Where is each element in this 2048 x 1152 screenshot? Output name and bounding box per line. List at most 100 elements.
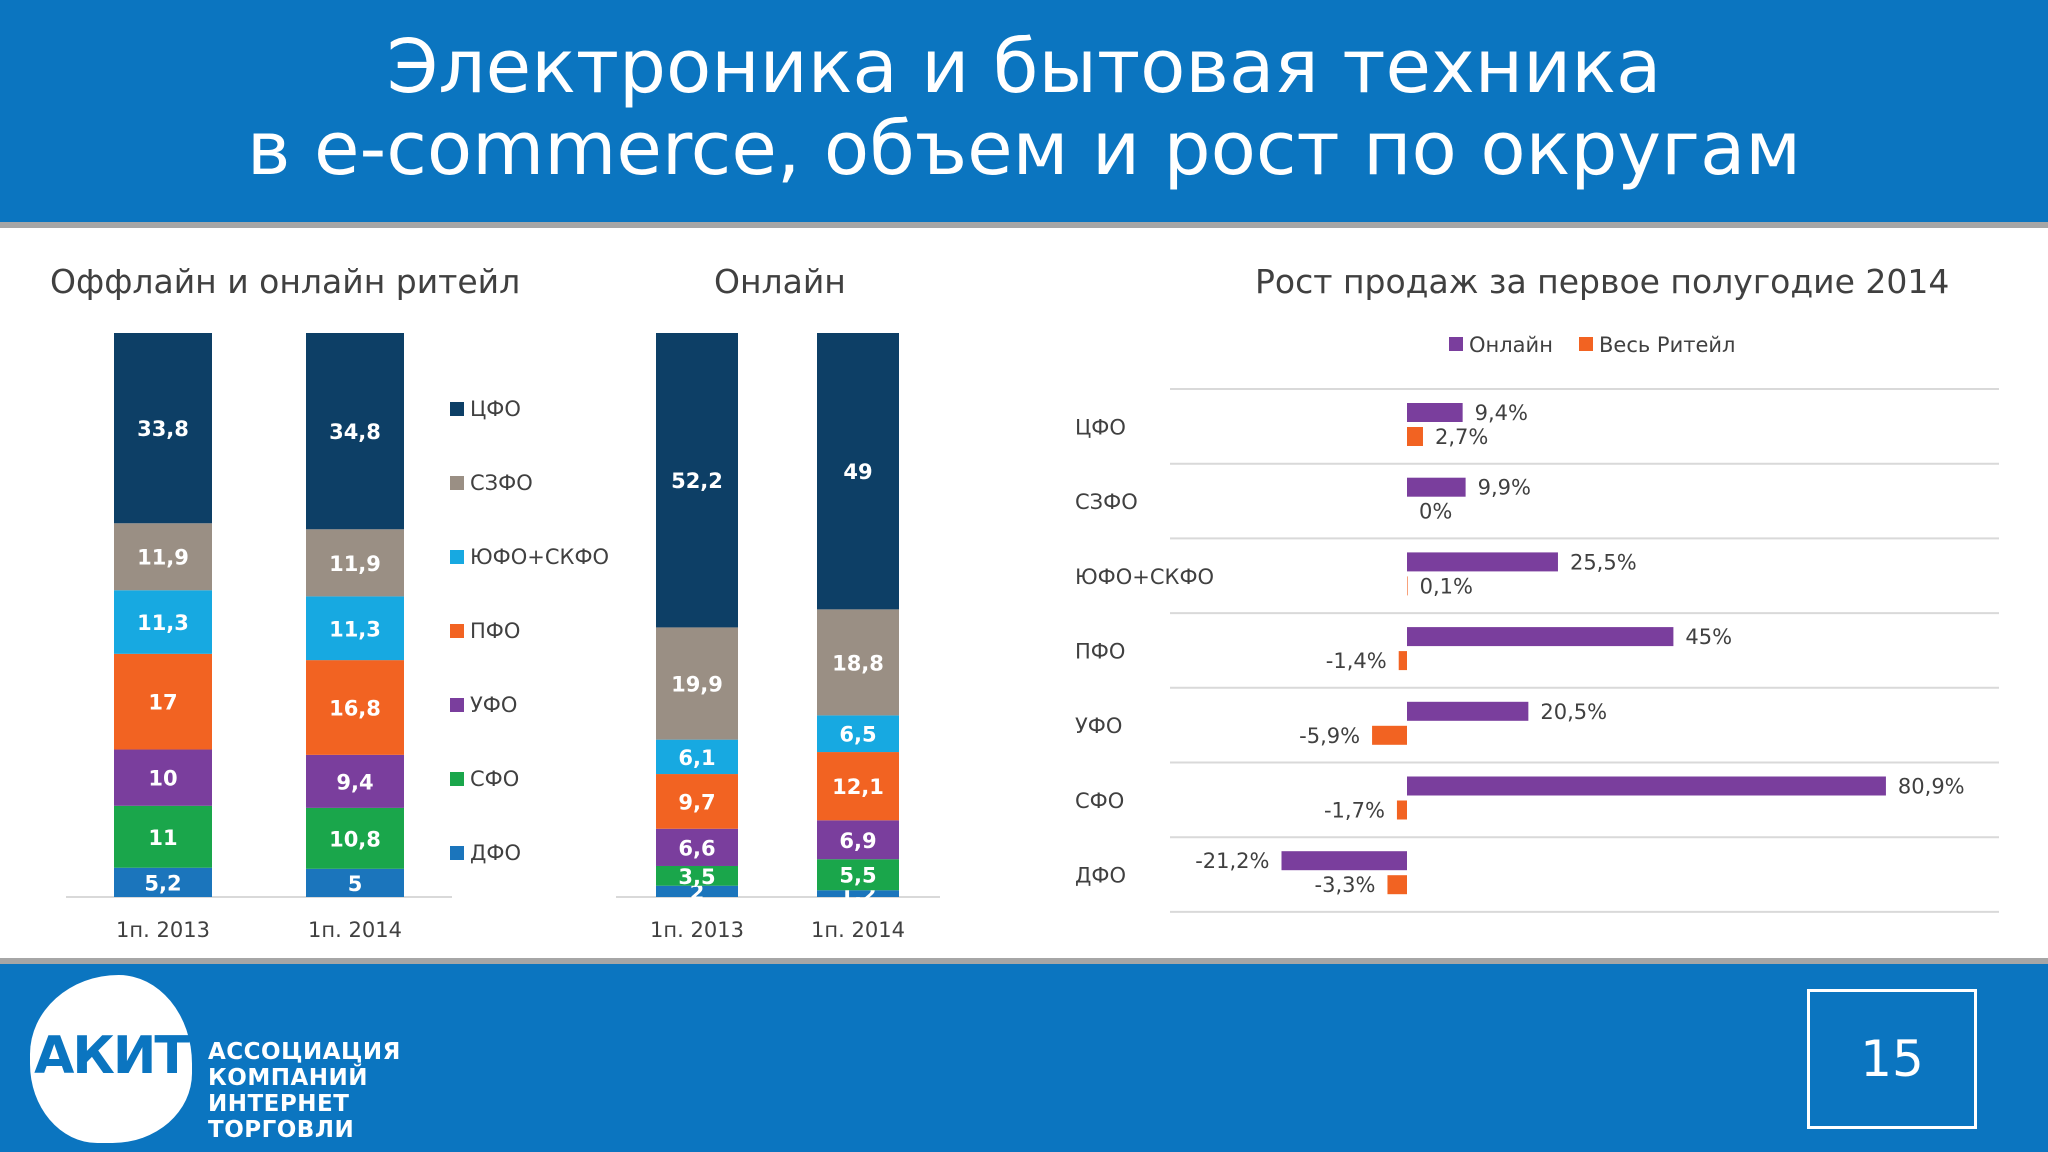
chart2-bar-дфо-1 bbox=[817, 890, 899, 897]
chart3-bar-retail-цфо bbox=[1407, 427, 1423, 446]
chart2-bar-юфо-скфо-1 bbox=[817, 715, 899, 753]
chart1-label-сзфо-0: 11,9 bbox=[137, 546, 189, 570]
chart1-bar-цфо-0 bbox=[114, 333, 212, 524]
chart2-label-юфо-скфо-0: 6,1 bbox=[678, 746, 715, 770]
chart2-label-дфо-0: 2 bbox=[690, 880, 705, 904]
chart3-category-сфо: СФО bbox=[1075, 789, 1124, 813]
legend-label-юфо-скфо: ЮФО+СКФО bbox=[470, 545, 609, 569]
chart3-label-online-сзфо: 9,9% bbox=[1478, 476, 1531, 500]
chart3-label-retail-дфо: -3,3% bbox=[1315, 873, 1376, 897]
chart3-category-юфо-скфо: ЮФО+СКФО bbox=[1075, 565, 1214, 589]
logo-line-4: ТОРГОВЛИ bbox=[208, 1117, 355, 1143]
logo-line-2: КОМПАНИЙ bbox=[208, 1065, 369, 1091]
chart1-label-пфо-0: 17 bbox=[148, 691, 177, 715]
akit-logo-mark: АКИТ bbox=[34, 1026, 190, 1086]
chart1-bar-дфо-1 bbox=[306, 868, 404, 897]
chart3-label-online-дфо: -21,2% bbox=[1195, 849, 1269, 873]
chart2-category-0: 1п. 2013 bbox=[650, 918, 744, 942]
chart1-category-0: 1п. 2013 bbox=[116, 918, 210, 942]
chart1-bar-сзфо-1 bbox=[306, 529, 404, 597]
chart1-label-сзфо-1: 11,9 bbox=[329, 552, 381, 576]
chart1-category-1: 1п. 2014 bbox=[308, 918, 402, 942]
chart2-bar-сфо-1 bbox=[817, 859, 899, 891]
chart1-label-дфо-0: 5,2 bbox=[144, 871, 181, 895]
chart3-label-retail-сфо: -1,7% bbox=[1324, 799, 1385, 823]
chart3-category-пфо: ПФО bbox=[1075, 639, 1125, 663]
chart2-label-уфо-1: 6,9 bbox=[839, 829, 876, 853]
page-number: 15 bbox=[1807, 989, 1977, 1129]
chart2-bar-дфо-0 bbox=[656, 885, 738, 897]
chart3-legend-label-online: Онлайн bbox=[1469, 333, 1553, 357]
chart3-bar-online-уфо bbox=[1407, 701, 1529, 721]
chart3-bar-online-сзфо bbox=[1407, 477, 1466, 497]
chart1-label-сфо-1: 10,8 bbox=[329, 827, 381, 851]
slide-header bbox=[0, 0, 2048, 222]
footer-divider bbox=[0, 958, 2048, 964]
chart2-label-цфо-0: 52,2 bbox=[671, 469, 723, 493]
chart1-bar-сфо-0 bbox=[114, 805, 212, 868]
chart1-label-дфо-1: 5 bbox=[348, 872, 363, 896]
chart2-label-юфо-скфо-1: 6,5 bbox=[839, 723, 876, 747]
legend-label-цфо: ЦФО bbox=[470, 397, 521, 421]
legend-label-дфо: ДФО bbox=[470, 841, 521, 865]
legend-swatch-юфо-скфо bbox=[450, 550, 464, 564]
chart3-category-дфо: ДФО bbox=[1075, 864, 1126, 888]
chart3-label-online-уфо: 20,5% bbox=[1540, 700, 1607, 724]
chart3-legend-swatch-retail bbox=[1579, 337, 1593, 351]
chart1-bar-пфо-1 bbox=[306, 660, 404, 755]
legend-swatch-пфо bbox=[450, 624, 464, 638]
chart3-label-retail-сзфо: 0% bbox=[1419, 500, 1452, 524]
chart3-category-уфо: УФО bbox=[1075, 714, 1122, 738]
chart2-label-сфо-1: 5,5 bbox=[839, 864, 876, 888]
chart1-bar-юфо-скфо-1 bbox=[306, 596, 404, 661]
chart3-label-online-цфо: 9,4% bbox=[1475, 401, 1528, 425]
chart1-bar-уфо-1 bbox=[306, 754, 404, 808]
chart3-label-retail-цфо: 2,7% bbox=[1435, 425, 1488, 449]
charts-canvas: 5,2 11 10 17 11,3 11,9 33,8 1п. 2013 5 10,8 9,4 16,… bbox=[66, 333, 1999, 942]
slide-title-line-2: в e-commerce, объем и рост по округам bbox=[246, 106, 1802, 192]
chart3-label-online-сфо: 80,9% bbox=[1898, 775, 1965, 799]
chart2-bar-уфо-1 bbox=[817, 820, 899, 860]
chart2-bar-сфо-0 bbox=[656, 865, 738, 886]
chart2-label-уфо-0: 6,6 bbox=[678, 836, 715, 860]
chart3-bar-online-дфо bbox=[1281, 851, 1407, 871]
chart2-bar-цфо-1 bbox=[817, 333, 899, 610]
chart1-bar-юфо-скфо-0 bbox=[114, 590, 212, 654]
chart1-label-цфо-0: 33,8 bbox=[137, 417, 189, 441]
chart1-bar-дфо-0 bbox=[114, 867, 212, 897]
chart3-category-цфо: ЦФО bbox=[1075, 415, 1126, 439]
chart3-bar-retail-дфо bbox=[1387, 875, 1407, 895]
chart2-label-сзфо-0: 19,9 bbox=[671, 673, 723, 697]
legend-swatch-сфо bbox=[450, 772, 464, 786]
chart2-label-сфо-0: 3,5 bbox=[678, 865, 715, 889]
chart2-label-пфо-0: 9,7 bbox=[678, 790, 715, 814]
chart1-bar-цфо-1 bbox=[306, 333, 404, 530]
chart3-label-online-пфо: 45% bbox=[1685, 625, 1732, 649]
chart2-category-1: 1п. 2014 bbox=[811, 918, 905, 942]
chart2-bar-пфо-1 bbox=[817, 752, 899, 821]
chart1-label-уфо-0: 10 bbox=[148, 767, 177, 791]
chart3-bar-online-сфо bbox=[1407, 776, 1886, 796]
chart3-bar-retail-сфо bbox=[1396, 800, 1407, 820]
chart2-bar-уфо-0 bbox=[656, 828, 738, 866]
chart1-bar-сзфо-0 bbox=[114, 523, 212, 591]
chart1-label-уфо-1: 9,4 bbox=[336, 770, 373, 794]
legend-swatch-цфо bbox=[450, 402, 464, 416]
chart3-title: Рост продаж за первое полугодие 2014 bbox=[1255, 262, 1950, 301]
chart3-label-retail-пфо: -1,4% bbox=[1326, 649, 1387, 673]
chart3-bar-retail-юфо-скфо bbox=[1407, 576, 1408, 596]
chart1-label-цфо-1: 34,8 bbox=[329, 420, 381, 444]
legend-label-сфо: СФО bbox=[470, 767, 519, 791]
chart1-bar-уфо-0 bbox=[114, 749, 212, 806]
chart1-title: Оффлайн и онлайн ритейл bbox=[50, 262, 521, 301]
chart2-label-сзфо-1: 18,8 bbox=[832, 651, 884, 675]
chart3-bar-retail-пфо bbox=[1398, 651, 1407, 671]
chart1-label-сфо-0: 11 bbox=[148, 826, 177, 850]
legend-label-сзфо: СЗФО bbox=[470, 471, 533, 495]
chart1-bar-сфо-1 bbox=[306, 807, 404, 869]
chart3-label-online-юфо-скфо: 25,5% bbox=[1570, 550, 1637, 574]
chart3-bar-online-цфо bbox=[1407, 403, 1463, 422]
chart2-title: Онлайн bbox=[714, 262, 846, 301]
slide-footer bbox=[0, 964, 2048, 1152]
logo-line-3: ИНТЕРНЕТ bbox=[208, 1091, 350, 1117]
